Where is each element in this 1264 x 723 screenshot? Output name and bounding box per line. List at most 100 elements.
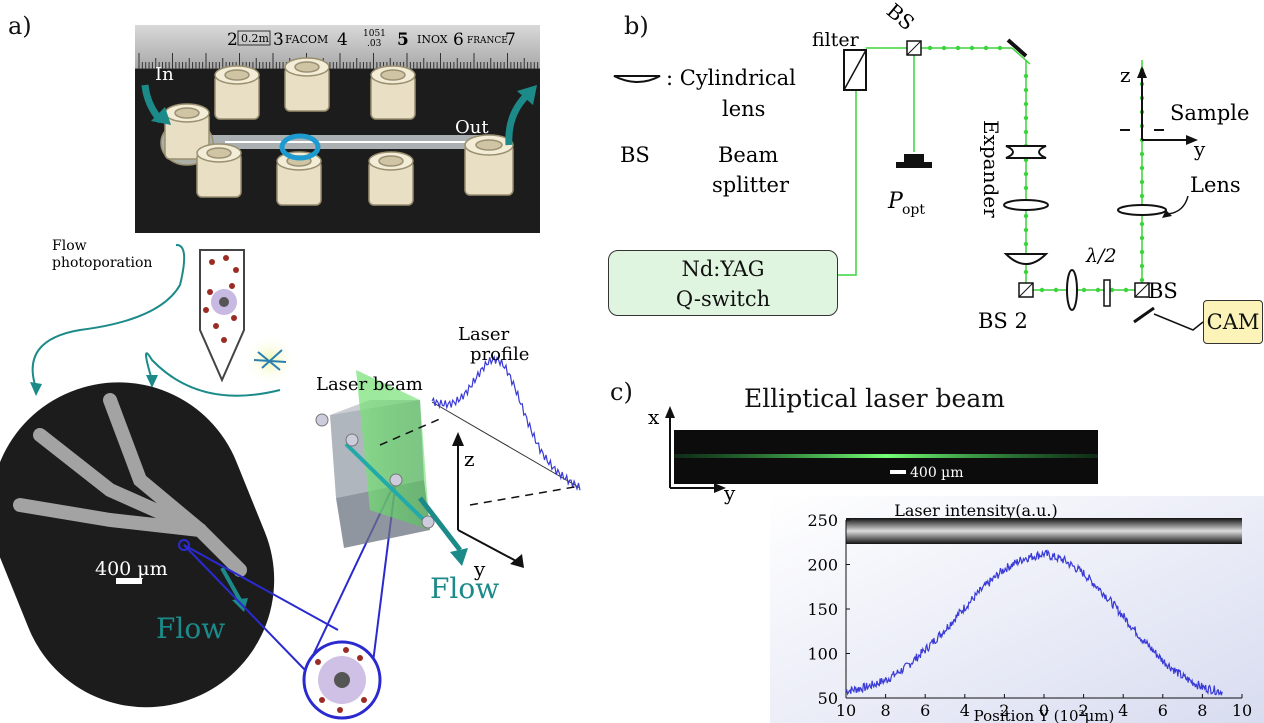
x-tick-label: 6 — [1158, 701, 1168, 720]
beam-dot — [1139, 235, 1145, 241]
ruler-text-02m: 0.2m — [241, 32, 269, 45]
beam-dot — [1023, 213, 1029, 219]
axis-y-label-a: y — [473, 557, 486, 581]
panel-c: 400 µm x y Laser intensity(a.u.) 5010015… — [648, 405, 1264, 723]
beam-dot — [1053, 287, 1059, 293]
microfluidic-chip-photo: 2 0.2m 3 FACOM 4 1051 .03 5 INOX 6 FRANC… — [135, 25, 540, 233]
flow-label-left: Flow — [156, 612, 225, 645]
beam-dot — [1139, 165, 1145, 171]
horizontal-lens-icon — [1066, 269, 1078, 311]
microscope-scale-bar: 400 µm — [95, 558, 168, 580]
ruler: 2 0.2m 3 FACOM 4 1051 .03 5 INOX 6 FRANC… — [135, 25, 540, 70]
beam-dot — [1139, 151, 1145, 157]
beam-dot — [1023, 269, 1029, 275]
expander-lens-1-icon — [1005, 145, 1047, 159]
beam-dot — [1139, 193, 1145, 199]
highlight-ring — [279, 133, 321, 161]
microscope-image — [0, 382, 275, 708]
plot-axes: 50 100 150 200 250 10 8 6 4 2 0 2 4 6 8 10 — [807, 511, 1252, 720]
axis-z-label-a: z — [464, 447, 475, 471]
beam-dot — [997, 45, 1003, 51]
x-tick-label: 4 — [960, 701, 970, 720]
legend-bs-abbr: BS — [620, 143, 650, 167]
beam-dot — [1081, 287, 1087, 293]
expander-lens-2-icon — [1003, 199, 1049, 211]
y-tick-label: 200 — [807, 556, 838, 575]
connector — [214, 65, 260, 120]
x-tick-label: 8 — [1197, 701, 1207, 720]
beam-dot — [1139, 179, 1145, 185]
intensity-series — [845, 549, 1223, 696]
connector — [368, 151, 414, 206]
flow-photoporation-line2: photoporation — [52, 255, 152, 271]
sample-label: Sample — [1170, 101, 1249, 125]
x-tick-label: 2 — [999, 701, 1009, 720]
bs-top-label: BS — [882, 0, 919, 35]
beam-dot — [1139, 249, 1145, 255]
cylindrical-lens-icon — [1003, 253, 1049, 265]
cylindrical-lens-legend-icon — [613, 75, 661, 83]
p-opt-sub: opt — [902, 202, 925, 218]
laser-beam-label: Laser beam — [316, 374, 423, 395]
beam-dot — [1139, 277, 1145, 283]
axis-z-label-b: z — [1120, 63, 1131, 87]
beam-dot — [1139, 221, 1145, 227]
laser-profile-label-2: profile — [470, 344, 529, 365]
panel-a-letter: a) — [8, 12, 32, 40]
beam-dot — [983, 45, 989, 51]
x-tick-label: 10 — [836, 701, 856, 720]
ruler-text-4: 4 — [337, 30, 348, 50]
bs-right-label: BS — [1148, 279, 1178, 303]
flow-photoporation-line1: Flow — [52, 238, 87, 254]
legend-cylindrical-label-2: lens — [722, 97, 765, 121]
beam-dot — [1023, 171, 1029, 177]
plot-xlabel: Position Y (10³µm) — [974, 707, 1115, 723]
beam-dot — [1123, 287, 1129, 293]
out-arrow — [505, 92, 530, 146]
teal-curve-1 — [31, 244, 186, 389]
filter-label: filter — [812, 29, 860, 51]
laser-line-1: Nd:YAG — [681, 257, 765, 281]
laser-profile — [379, 355, 581, 506]
ruler-text-6: 6 — [453, 30, 464, 50]
connector — [196, 143, 242, 198]
ruler-text-1051: 1051 — [363, 29, 386, 39]
beam-scale-bar: 400 µm — [910, 465, 964, 481]
x-tick-label: 10 — [1232, 701, 1252, 720]
beam-dot — [1023, 87, 1029, 93]
expander-label: Expander — [979, 120, 1003, 218]
bs2-label: BS 2 — [978, 309, 1028, 333]
ruler-text-facom: FACOM — [285, 33, 328, 46]
molecule-icon — [253, 349, 287, 371]
x-tick-label: 4 — [1118, 701, 1128, 720]
laser-profile-label-1: Laser — [458, 324, 510, 345]
mirror-cam-icon — [1133, 306, 1155, 324]
beam-dot — [1023, 115, 1029, 121]
legend-cylindrical-label: : Cylindrical — [666, 66, 796, 90]
camera-box: CAM — [1203, 300, 1263, 344]
beam-dot — [955, 45, 961, 51]
ruler-text-7: 7 — [505, 30, 516, 50]
y-tick-label: 150 — [807, 600, 838, 619]
elliptical-beam-title: Elliptical laser beam — [744, 384, 1005, 413]
legend-bs-label: Beam — [718, 143, 778, 167]
y-tick-label: 50 — [818, 689, 838, 708]
ruler-text-03: .03 — [367, 39, 382, 49]
connector — [464, 134, 514, 196]
out-label: Out — [455, 117, 489, 138]
tube-icon — [199, 249, 245, 383]
x-tick-label: 2 — [1079, 701, 1089, 720]
half-wave-plate-icon — [1103, 279, 1111, 307]
panel-b-diagram: : Cylindrical lens BS Beam splitter filt… — [613, 0, 1249, 333]
connector — [370, 65, 416, 120]
beam-line — [674, 454, 1098, 458]
channel-block — [315, 370, 435, 548]
flow-label-right: Flow — [430, 572, 499, 605]
green-feed-line — [837, 82, 857, 276]
beam-dot — [1023, 185, 1029, 191]
x-tick-label: 6 — [920, 701, 930, 720]
zoom-origin — [178, 539, 190, 551]
legend-bs-label-2: splitter — [712, 173, 790, 197]
ruler-text-3: 3 — [273, 30, 284, 50]
cell-zoom-icon — [302, 640, 382, 720]
